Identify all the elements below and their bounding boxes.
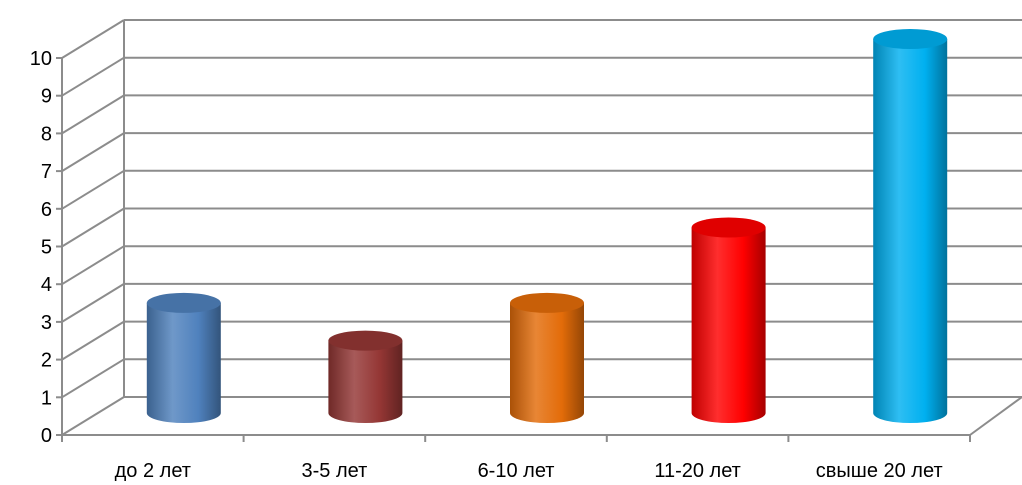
bar-top xyxy=(328,330,403,351)
x-tick-label: свыше 20 лет xyxy=(816,460,943,482)
y-tick-label: 4 xyxy=(41,274,52,296)
x-axis-ticks: до 2 лет 3-5 лет 6-10 лет 11-20 лет свыше 20… xyxy=(115,460,943,482)
x-tick-label: 6-10 лет xyxy=(478,460,555,482)
y-tick-label: 7 xyxy=(41,161,52,183)
bar-body xyxy=(146,302,221,423)
y-tick-label: 2 xyxy=(41,350,52,372)
bar xyxy=(510,292,584,423)
bar-top xyxy=(873,29,948,49)
gridline xyxy=(61,169,1022,210)
bar-body xyxy=(873,39,948,423)
x-tick-label: 11-20 лет xyxy=(654,460,741,482)
gridline xyxy=(61,282,1022,323)
y-tick-label: 1 xyxy=(41,387,52,409)
bar-body xyxy=(691,227,766,423)
bar-top xyxy=(691,217,766,238)
bar xyxy=(328,330,403,423)
bar-body xyxy=(328,340,403,423)
y-tick-label: 9 xyxy=(41,86,52,108)
y-axis-ticks: 0 1 2 3 4 5 6 7 8 9 10 xyxy=(30,48,52,447)
gridline xyxy=(61,245,1022,286)
bar-body xyxy=(510,302,584,423)
bars xyxy=(146,29,948,423)
gridline xyxy=(61,56,1022,97)
y-tick-label: 5 xyxy=(41,237,52,259)
x-tick-label: 3-5 лет xyxy=(302,460,368,482)
y-tick-label: 10 xyxy=(30,48,52,70)
gridline xyxy=(61,94,1022,135)
x-tick-label: до 2 лет xyxy=(115,460,191,482)
y-tick-label: 6 xyxy=(41,199,52,221)
gridline xyxy=(61,132,1022,172)
bar xyxy=(873,29,948,423)
gridline xyxy=(61,207,1022,248)
y-tick-label: 0 xyxy=(41,425,52,447)
bar xyxy=(146,292,221,423)
y-tick-label: 8 xyxy=(41,123,52,145)
floor-right-edge xyxy=(969,396,1022,436)
y-tick-label: 3 xyxy=(41,312,52,334)
bar-top xyxy=(146,292,221,313)
bar xyxy=(691,217,766,423)
bar-top xyxy=(510,292,584,313)
gridline xyxy=(61,19,1022,59)
axes xyxy=(56,57,1022,442)
